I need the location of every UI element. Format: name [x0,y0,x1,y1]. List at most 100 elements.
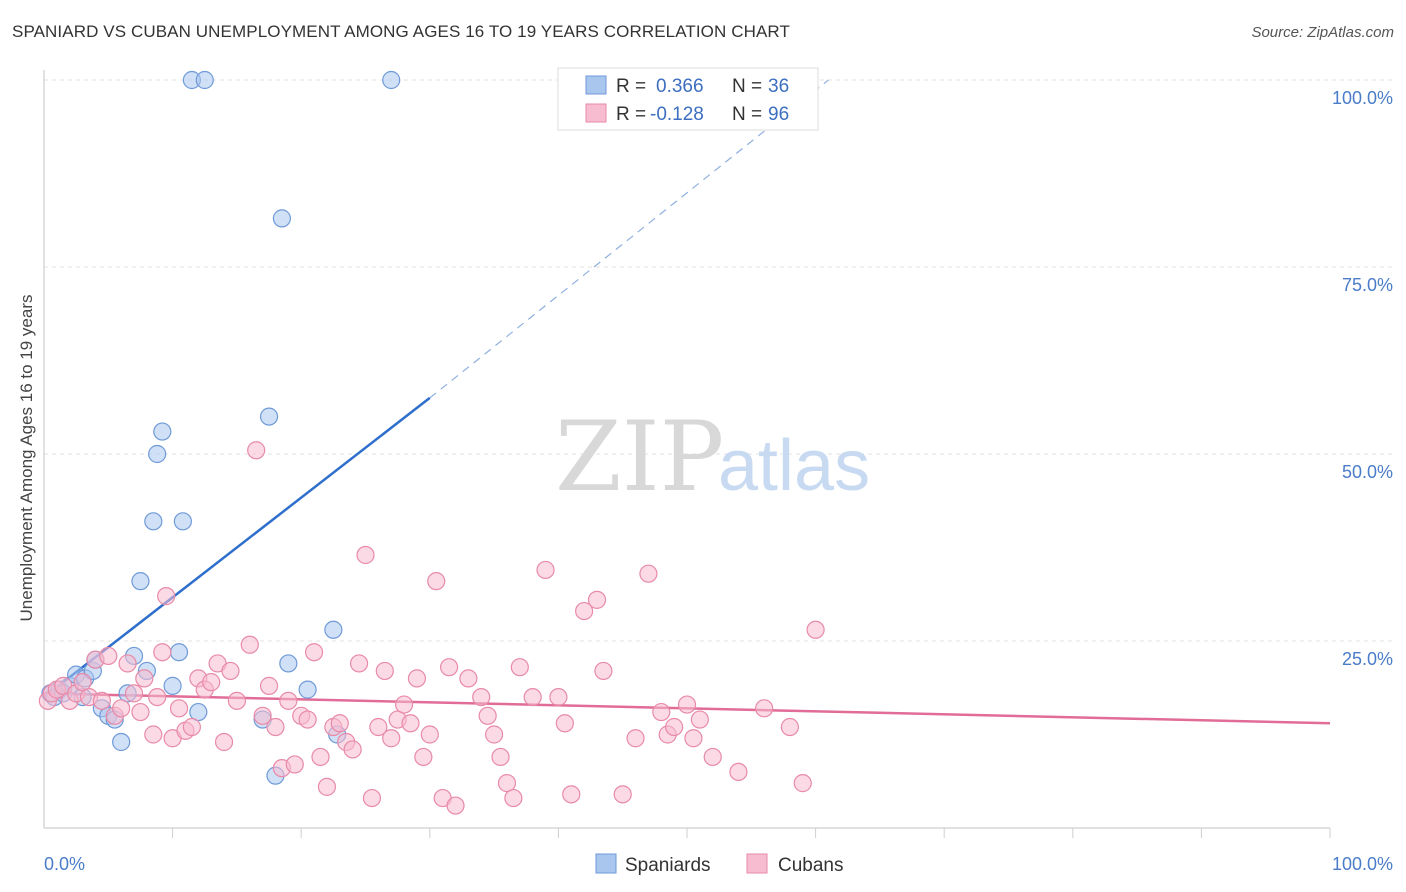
series-label-spaniards: Spaniards [625,855,711,876]
point-cubans [317,777,337,796]
point-cubans [407,669,427,688]
point-cubans [613,785,632,804]
point-cubans [202,673,221,692]
point-spaniards [189,702,208,722]
point-cubans [362,788,382,808]
point-cubans [73,673,92,692]
x-tick-label: 0.0% [44,854,85,874]
y-axis-label: Unemployment Among Ages 16 to 19 years [17,295,36,622]
legend-r-label-2: R = [616,104,646,125]
point-cubans [148,687,167,707]
point-cubans [118,654,137,673]
point-cubans [575,601,594,621]
point-cubans [587,590,607,609]
legend-r-value-cubans: -0.128 [650,104,704,125]
point-cubans [349,654,369,673]
point-cubans [690,710,709,729]
point-cubans [157,587,176,606]
point-cubans [247,441,266,460]
point-spaniards [324,620,343,639]
point-cubans [491,747,510,767]
point-cubans [169,699,189,718]
trend-extension-spaniards [429,79,829,399]
point-cubans [92,691,111,710]
point-spaniards [298,680,317,699]
point-cubans [677,695,697,714]
point-cubans [401,714,420,733]
point-cubans [755,699,774,718]
watermark-zip: ZIP [555,401,724,513]
point-cubans [555,714,574,733]
point-cubans [504,788,523,808]
point-cubans [703,747,722,767]
point-cubans [652,702,671,722]
point-cubans [780,717,799,737]
legend-n-label-2: N = [732,104,762,125]
point-spaniards [131,572,150,591]
legend-n-value-spaniards: 36 [768,76,789,97]
point-cubans [99,646,118,666]
point-cubans [304,643,324,662]
point-cubans [214,732,234,752]
point-cubans [259,676,279,695]
point-cubans [446,796,465,815]
point-cubans [639,564,658,583]
y-tick-label: 100.0% [1332,88,1393,108]
point-cubans [266,717,285,737]
point-cubans [459,669,478,688]
point-spaniards [112,732,131,752]
point-cubans [414,747,433,767]
point-cubans [394,695,414,714]
point-cubans [510,658,529,677]
data-points [38,70,825,815]
series-legend: Spaniards Cubans [595,853,844,876]
point-spaniards [163,676,182,695]
point-cubans [806,620,825,639]
point-spaniards [169,643,189,662]
point-cubans [227,691,246,710]
point-cubans [729,762,748,782]
point-cubans [562,785,581,804]
watermark-atlas: atlas [718,426,870,506]
point-cubans [131,702,150,722]
point-spaniards [279,654,298,673]
y-tick-labels: 25.0% 50.0% 75.0% 100.0% [1332,88,1393,669]
point-cubans [356,545,375,565]
point-spaniards [173,512,192,531]
legend-r-value-spaniards: 0.366 [656,76,704,97]
point-cubans [135,669,154,688]
point-cubans [369,717,388,737]
point-cubans [330,714,349,733]
point-cubans [665,717,684,737]
point-spaniards [144,512,163,531]
x-tick-label: 100.0% [1332,854,1393,874]
point-cubans [285,755,304,774]
point-cubans [279,691,298,710]
point-cubans [420,725,439,744]
legend-n-value-cubans: 96 [768,104,789,125]
point-cubans [684,729,703,748]
point-cubans [298,710,317,729]
point-cubans [182,717,201,737]
legend-n-label-1: N = [732,76,762,97]
correlation-legend: R = 0.366 N = 36 R = -0.128 N = 96 [557,67,819,131]
point-cubans [343,740,362,759]
legend-swatch-cubans [585,103,607,123]
point-cubans [472,687,491,707]
point-cubans [793,774,812,793]
legend-swatch-spaniards [585,75,607,95]
series-swatch-spaniards [595,853,617,874]
point-cubans [144,725,163,744]
point-cubans [485,725,504,744]
point-spaniards [382,70,401,90]
point-spaniards [148,444,167,464]
point-cubans [253,706,272,725]
point-cubans [523,687,542,707]
point-cubans [311,747,330,767]
series-label-cubans: Cubans [778,855,844,876]
point-cubans [536,560,555,580]
point-cubans [124,684,144,703]
point-cubans [594,661,613,681]
legend-r-label-1: R = [616,76,646,97]
